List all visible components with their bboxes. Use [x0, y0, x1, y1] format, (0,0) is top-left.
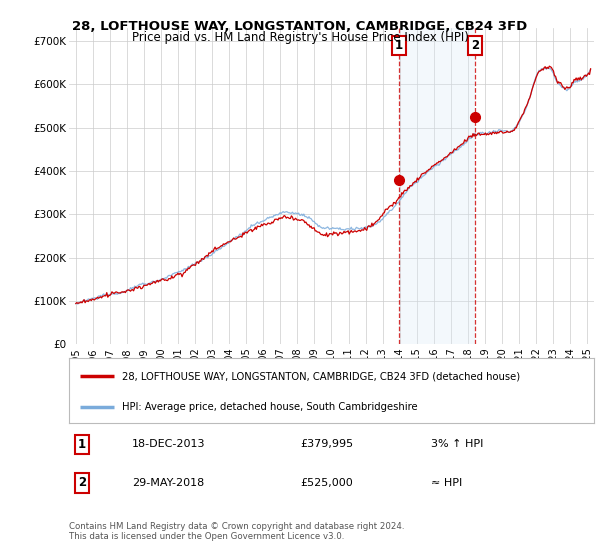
Text: £379,995: £379,995 — [300, 440, 353, 450]
Text: 2: 2 — [78, 477, 86, 489]
Text: 29-MAY-2018: 29-MAY-2018 — [132, 478, 204, 488]
Text: 28, LOFTHOUSE WAY, LONGSTANTON, CAMBRIDGE, CB24 3FD: 28, LOFTHOUSE WAY, LONGSTANTON, CAMBRIDG… — [73, 20, 527, 32]
Text: Price paid vs. HM Land Registry's House Price Index (HPI): Price paid vs. HM Land Registry's House … — [131, 31, 469, 44]
Text: £525,000: £525,000 — [300, 478, 353, 488]
Text: Contains HM Land Registry data © Crown copyright and database right 2024.
This d: Contains HM Land Registry data © Crown c… — [69, 522, 404, 542]
Text: HPI: Average price, detached house, South Cambridgeshire: HPI: Average price, detached house, Sout… — [121, 402, 417, 412]
Text: 1: 1 — [395, 39, 403, 52]
Text: 1: 1 — [78, 438, 86, 451]
Text: 28, LOFTHOUSE WAY, LONGSTANTON, CAMBRIDGE, CB24 3FD (detached house): 28, LOFTHOUSE WAY, LONGSTANTON, CAMBRIDG… — [121, 371, 520, 381]
Text: 18-DEC-2013: 18-DEC-2013 — [132, 440, 205, 450]
Text: ≈ HPI: ≈ HPI — [431, 478, 463, 488]
Text: 3% ↑ HPI: 3% ↑ HPI — [431, 440, 484, 450]
Text: 2: 2 — [471, 39, 479, 52]
Bar — [399, 28, 475, 344]
